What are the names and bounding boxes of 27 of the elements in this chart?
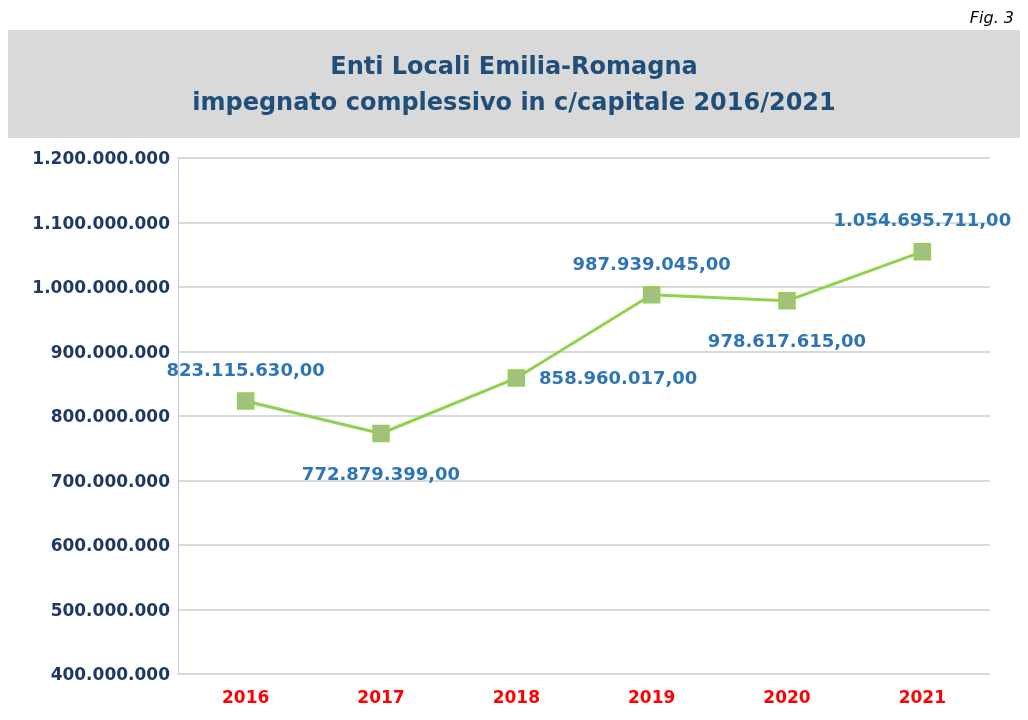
y-tick-label: 1.000.000.000	[32, 277, 171, 297]
y-tick-label: 400.000.000	[50, 664, 171, 684]
y-tick-label: 600.000.000	[50, 535, 171, 555]
y-tick-label: 1.100.000.000	[32, 212, 171, 233]
y-tick-label: 1.200.000.000	[32, 148, 171, 168]
x-tick-label: 2020	[763, 686, 811, 707]
point	[778, 292, 796, 310]
point	[372, 424, 390, 443]
x-tick-label: 2019	[628, 686, 676, 707]
point	[507, 369, 526, 387]
x-tick-label: 2017	[357, 686, 405, 707]
x-tick-label: 2018	[492, 686, 540, 707]
data-label: 858.960.017,00	[539, 367, 698, 389]
x-tick-label: 2016	[222, 686, 270, 707]
point	[236, 392, 255, 410]
chart-title: Enti Locali Emilia-Romagna impegnato complessivo in c/capitale 2016/2021	[192, 51, 836, 118]
y-tick-label: 700.000.000	[50, 470, 171, 491]
caption: Fig. 3	[969, 8, 1014, 27]
y-tick-label: 500.000.000	[50, 599, 171, 620]
data-label: 772.879.399,00	[301, 462, 461, 484]
y-tick-label: 800.000.000	[50, 406, 171, 426]
point	[642, 286, 661, 304]
x-tick-label: 2021	[898, 686, 946, 707]
data-label: 1.054.695.711,00	[833, 209, 1012, 231]
data-label: 987.939.045,00	[572, 252, 731, 274]
point	[913, 242, 932, 261]
data-label: 978.617.615,00	[707, 330, 867, 352]
